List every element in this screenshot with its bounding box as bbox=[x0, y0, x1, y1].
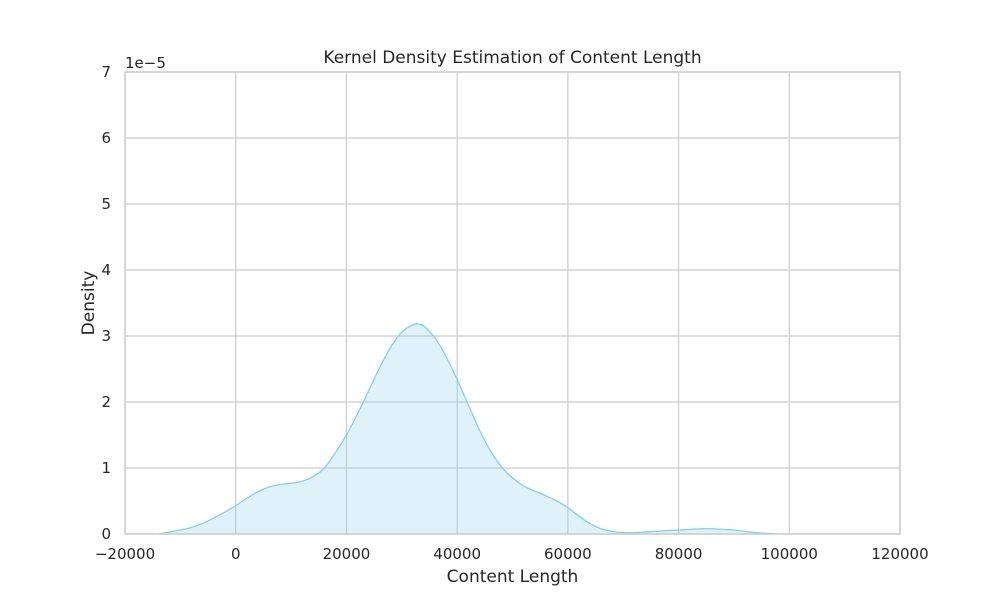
x-tick-label: −20000 bbox=[95, 545, 155, 563]
y-tick-label: 1 bbox=[101, 459, 111, 477]
y-tick-label: 4 bbox=[101, 261, 111, 279]
y-tick-label: 0 bbox=[101, 525, 111, 543]
x-tick-label: 80000 bbox=[655, 545, 703, 563]
x-tick-label: 40000 bbox=[433, 545, 481, 563]
y-axis-title: Density bbox=[79, 271, 99, 336]
y-tick-label: 7 bbox=[101, 63, 111, 81]
plot-area bbox=[158, 323, 779, 535]
chart-title: Kernel Density Estimation of Content Len… bbox=[323, 48, 701, 68]
x-axis-title: Content Length bbox=[447, 567, 579, 587]
x-tick-label: 100000 bbox=[761, 545, 818, 563]
y-offset-label: 1e−5 bbox=[125, 54, 166, 72]
plot-frame bbox=[124, 71, 901, 535]
y-tick-label: 5 bbox=[101, 195, 111, 213]
x-tick-label: 20000 bbox=[323, 545, 371, 563]
kde-line bbox=[158, 323, 779, 535]
y-tick-label: 6 bbox=[101, 129, 111, 147]
x-tick-label: 120000 bbox=[871, 545, 928, 563]
x-tick-label: 60000 bbox=[544, 545, 592, 563]
x-tick-labels: −20000 0 20000 40000 60000 80000 100000 120000 bbox=[95, 545, 929, 563]
y-tick-labels: 0 1 2 3 4 5 6 7 bbox=[101, 63, 111, 543]
x-tick-label: 0 bbox=[231, 545, 241, 563]
y-tick-label: 3 bbox=[101, 327, 111, 345]
grid bbox=[124, 71, 901, 535]
y-tick-label: 2 bbox=[101, 393, 111, 411]
kde-area-fill bbox=[158, 323, 779, 534]
